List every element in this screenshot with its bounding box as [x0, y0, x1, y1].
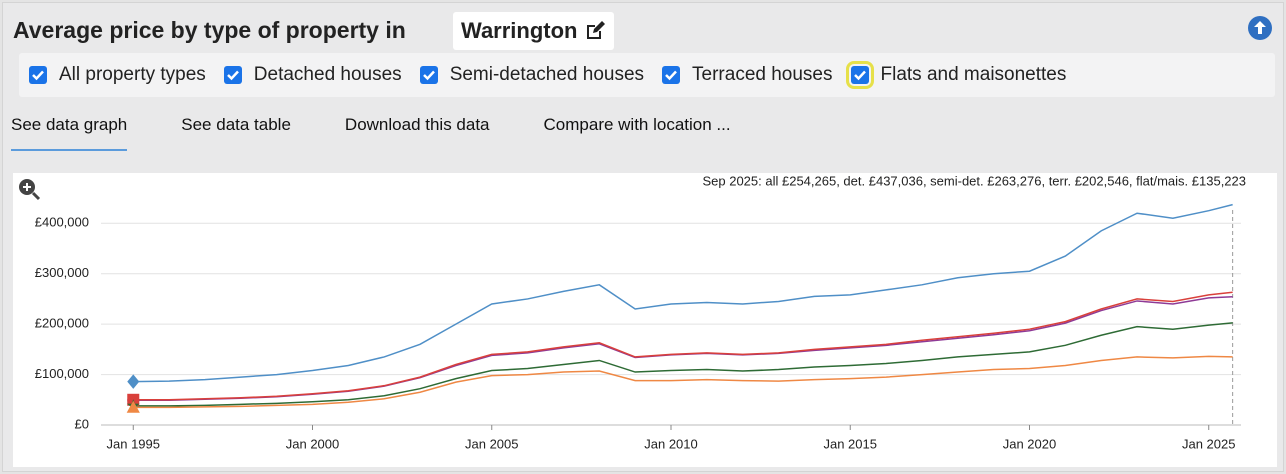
series-line: [133, 355, 1233, 409]
x-tick-label: Jan 2005: [465, 436, 519, 451]
checkbox[interactable]: [845, 61, 874, 89]
series-line: [133, 291, 1233, 401]
legend-item[interactable]: Flats and maisonettes: [845, 61, 1067, 89]
scroll-top-button[interactable]: [1247, 15, 1273, 41]
y-tick-label: £200,000: [35, 316, 89, 331]
x-tick-label: Jan 2025: [1182, 436, 1236, 451]
series-line: [133, 322, 1233, 407]
location: Warrington: [461, 18, 578, 43]
edit-icon: [586, 21, 605, 39]
series-line: [133, 203, 1233, 383]
annotation: Sep 2025: all £254,265, det. £437,036, s…: [702, 173, 1246, 188]
legend-label: Flats and maisonettes: [880, 64, 1067, 85]
series-line: [133, 296, 1233, 402]
legend-label: Terraced houses: [692, 64, 833, 85]
legend-item[interactable]: Terraced houses: [662, 64, 833, 86]
tab[interactable]: Download this data: [344, 115, 490, 134]
tab[interactable]: See data table: [181, 115, 291, 134]
legend-label: Detached houses: [253, 64, 402, 85]
y-tick-label: £400,000: [35, 215, 89, 230]
zoom-icon[interactable]: [19, 179, 41, 201]
legend-label: Semi-detached houses: [449, 64, 645, 85]
y-tick-label: £0: [75, 416, 89, 431]
legend-label: All property types: [59, 64, 206, 85]
legend-item[interactable]: Semi-detached houses: [419, 64, 645, 86]
tab[interactable]: See data graph: [11, 115, 128, 151]
x-tick-label: Jan 1995: [107, 436, 161, 451]
y-tick-label: £300,000: [35, 265, 89, 280]
title: Average price by type of property in: [13, 17, 406, 43]
x-tick-label: Jan 2000: [286, 436, 340, 451]
checkbox[interactable]: [419, 66, 438, 84]
legend: All property types Detached houses Semi-de…: [19, 53, 1275, 97]
legend-item[interactable]: All property types: [29, 64, 206, 86]
checkbox[interactable]: [223, 66, 242, 84]
x-tick-label: Jan 2020: [1003, 436, 1057, 451]
checkbox[interactable]: [662, 66, 681, 84]
tabs: See data graph See data table Download thi…: [11, 115, 731, 151]
location-selector[interactable]: Warrington: [453, 12, 614, 50]
chart: Sep 2025: all £254,265, det. £437,036, s…: [13, 173, 1277, 467]
x-tick-label: Jan 2010: [644, 436, 698, 451]
legend-item[interactable]: Detached houses: [223, 64, 402, 86]
tab[interactable]: Compare with location ...: [543, 115, 731, 134]
x-tick-label: Jan 2015: [823, 436, 877, 451]
y-tick-label: £100,000: [35, 366, 89, 381]
start-marker: [126, 400, 140, 413]
start-marker: [127, 374, 140, 389]
checkbox[interactable]: [29, 66, 47, 84]
